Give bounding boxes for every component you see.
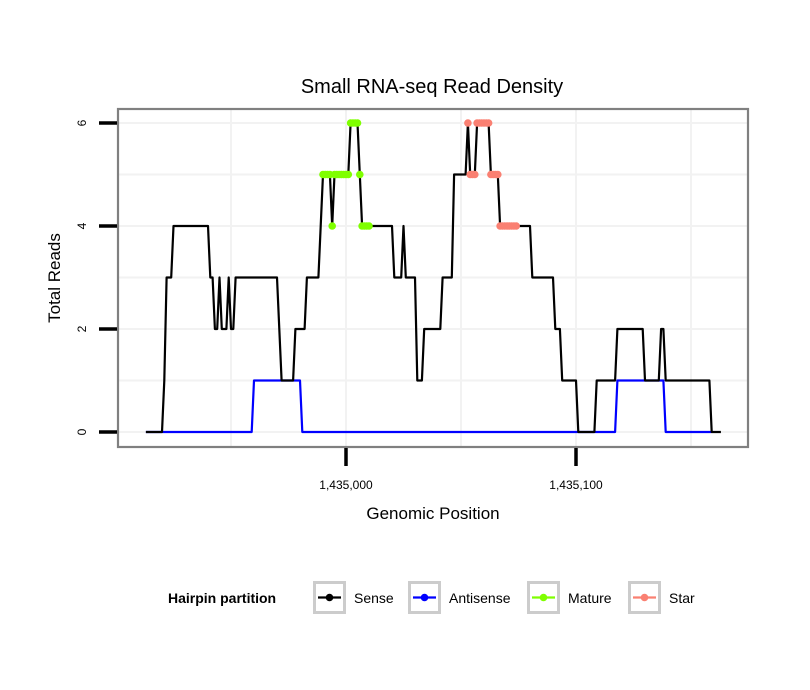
legend-label-mature: Mature — [568, 590, 612, 606]
mature-points — [319, 119, 373, 230]
sense-line — [145, 121, 721, 434]
star-point — [512, 222, 520, 230]
series-layer — [145, 119, 721, 434]
chart-title: Small RNA-seq Read Density — [301, 76, 563, 98]
star-point — [464, 119, 472, 127]
mature-point — [353, 119, 362, 127]
legend-label-star: Star — [669, 590, 695, 606]
mature-point — [328, 222, 337, 230]
mature-point — [344, 170, 353, 179]
antisense-line — [145, 379, 712, 434]
x-axis-title: Genomic Position — [366, 504, 499, 523]
star-point — [484, 119, 493, 127]
y-axis-title: Total Reads — [45, 233, 64, 323]
star-points — [464, 119, 520, 230]
mature-point — [356, 170, 364, 179]
legend-key-point — [539, 593, 548, 602]
legend-item-star: Star — [628, 581, 695, 614]
mature-point — [365, 222, 373, 230]
y-tick-label: 6 — [75, 119, 89, 126]
legend-item-antisense: Antisense — [408, 581, 511, 614]
legend: Hairpin partition Sense Antisense Mature St… — [168, 581, 695, 614]
x-axis: 1,435,000 1,435,100 — [319, 448, 603, 492]
x-tick-label: 1,435,000 — [319, 478, 373, 492]
plot-panel — [116, 107, 750, 449]
star-point — [494, 170, 502, 179]
y-tick-label: 0 — [75, 428, 89, 435]
legend-key-point — [640, 593, 649, 602]
legend-item-sense: Sense — [313, 581, 394, 614]
x-tick-label: 1,435,100 — [549, 478, 603, 492]
y-axis: 0 2 4 6 — [75, 119, 117, 435]
y-tick-label: 4 — [75, 222, 89, 229]
legend-label-antisense: Antisense — [449, 590, 511, 606]
star-point — [471, 170, 479, 179]
legend-key-point — [325, 593, 334, 602]
legend-label-sense: Sense — [354, 590, 394, 606]
plot-border — [116, 107, 750, 449]
legend-key-point — [420, 593, 429, 602]
legend-item-mature: Mature — [527, 581, 612, 614]
y-tick-label: 2 — [75, 325, 89, 332]
legend-title: Hairpin partition — [168, 590, 276, 606]
